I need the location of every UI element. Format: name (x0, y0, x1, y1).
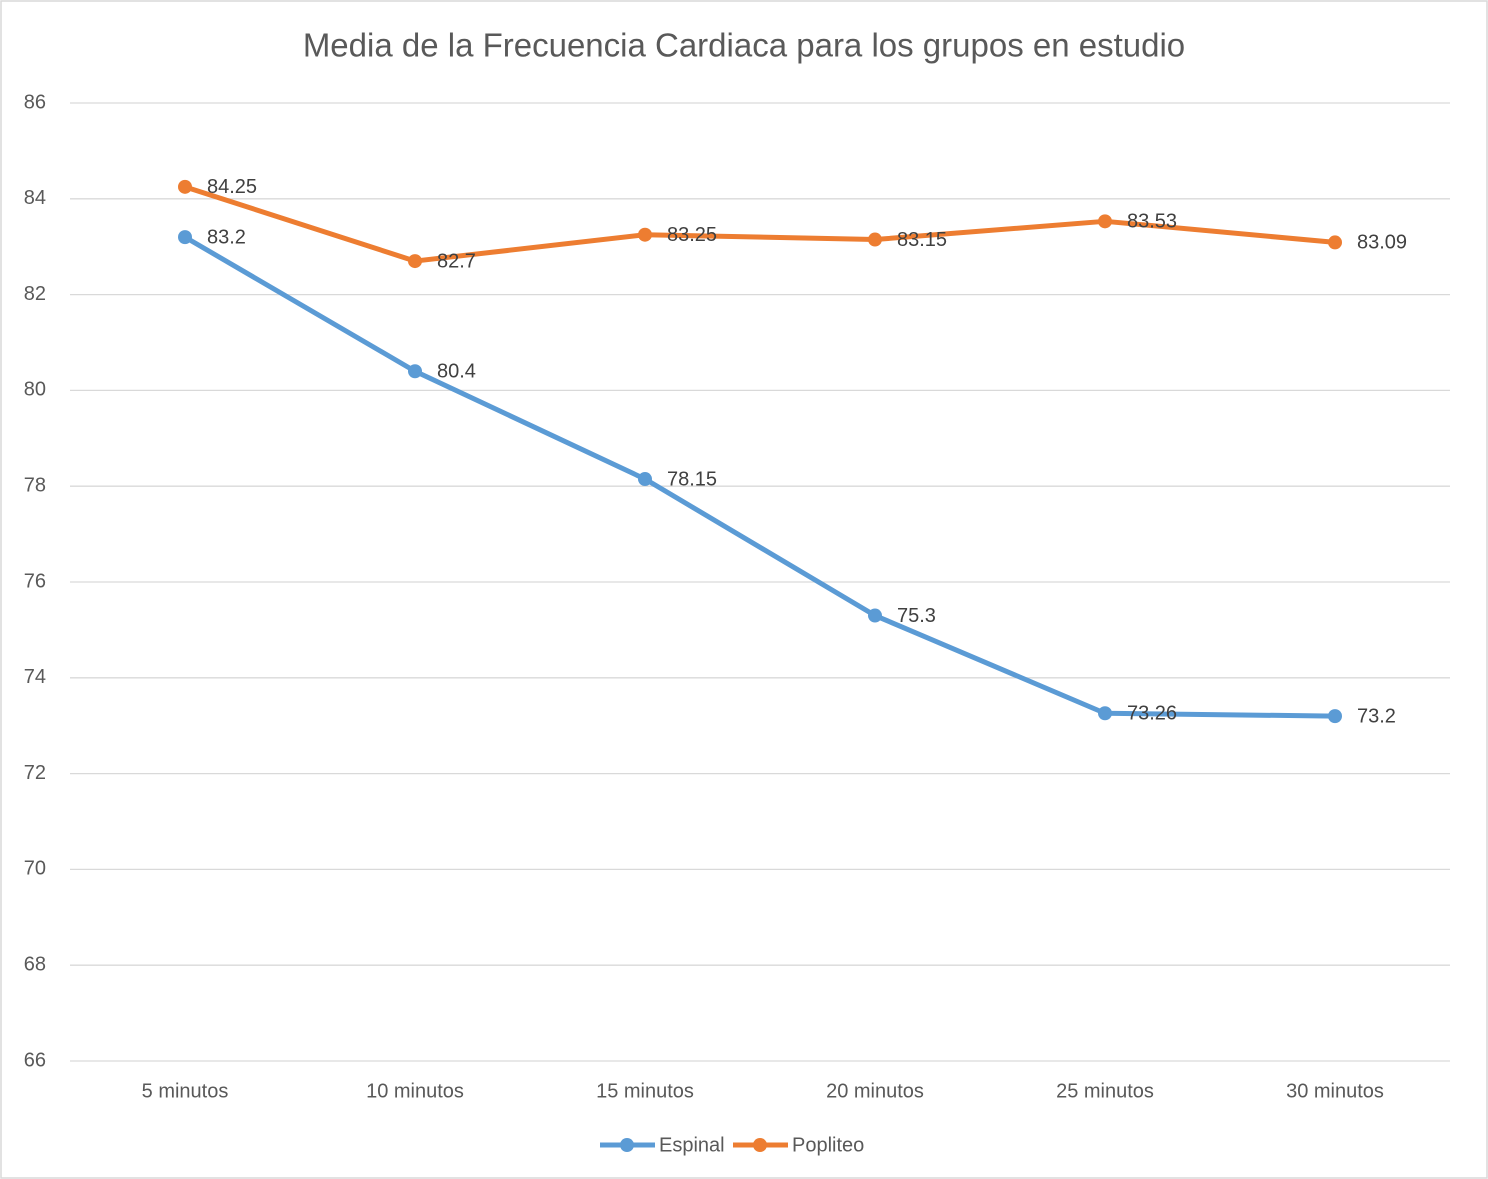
data-label: 82.7 (437, 250, 476, 272)
data-label: 80.4 (437, 361, 476, 383)
point (408, 254, 422, 269)
point (868, 232, 882, 247)
x-tick-label: 30 minutos (1286, 1080, 1384, 1102)
data-label: 84.25 (207, 176, 257, 198)
point (1328, 235, 1342, 250)
data-label: 78.15 (667, 468, 717, 490)
point (1098, 214, 1112, 229)
data-label: 73.2 (1357, 705, 1396, 727)
legend-marker (620, 1138, 634, 1152)
legend-marker (753, 1138, 767, 1152)
x-tick-label: 5 minutos (142, 1080, 229, 1102)
x-tick-label: 15 minutos (596, 1080, 694, 1102)
y-tick-label: 70 (24, 858, 46, 880)
point (408, 364, 422, 379)
y-tick-label: 76 (24, 570, 46, 592)
y-tick-label: 66 (24, 1049, 46, 1071)
x-tick-label: 10 minutos (366, 1080, 464, 1102)
y-tick-label: 82 (24, 283, 46, 305)
y-tick-label: 84 (24, 187, 46, 209)
data-label: 83.2 (207, 226, 246, 248)
x-tick-label: 25 minutos (1056, 1080, 1154, 1102)
x-tick-label: 20 minutos (826, 1080, 924, 1102)
point (1328, 709, 1342, 724)
data-label: 83.25 (667, 224, 717, 246)
data-label: 73.26 (1127, 703, 1177, 725)
data-label: 83.53 (1127, 211, 1177, 233)
data-label: 83.09 (1357, 232, 1407, 254)
point (1098, 706, 1112, 721)
y-tick-label: 68 (24, 953, 46, 975)
y-tick-label: 80 (24, 379, 46, 401)
series-line (184, 184, 1336, 264)
series-line (183, 234, 1336, 719)
point (638, 472, 652, 487)
point (178, 230, 192, 245)
y-tick-label: 86 (24, 91, 46, 113)
point (868, 608, 882, 623)
y-tick-label: 72 (24, 762, 46, 784)
legend-label: Espinal (659, 1134, 725, 1156)
y-tick-label: 74 (24, 666, 46, 688)
data-label: 83.15 (897, 229, 947, 251)
y-tick-label: 78 (24, 474, 46, 496)
legend-label: Popliteo (792, 1134, 864, 1156)
point (178, 179, 192, 194)
chart-title: Media de la Frecuencia Cardiaca para los… (303, 27, 1185, 64)
point (638, 227, 652, 242)
data-label: 75.3 (897, 605, 936, 627)
